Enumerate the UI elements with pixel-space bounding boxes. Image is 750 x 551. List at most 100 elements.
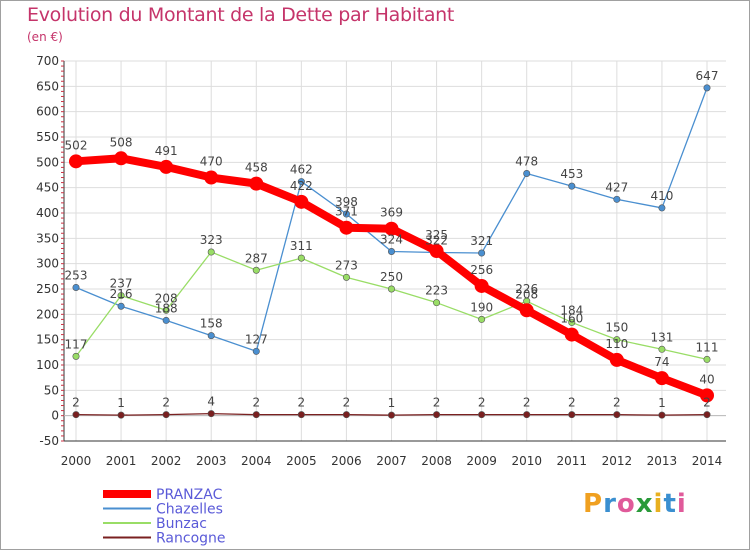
data-point	[568, 182, 576, 190]
data-point	[568, 318, 576, 326]
data-label: 1	[117, 396, 125, 410]
x-tick-label: 2007	[376, 454, 407, 468]
y-tick-label: 550	[36, 130, 59, 144]
data-point	[252, 266, 260, 274]
y-tick-label: 600	[36, 105, 59, 119]
data-label: 462	[290, 163, 313, 177]
data-point	[564, 327, 579, 342]
y-tick-label: 450	[36, 181, 59, 195]
data-point	[294, 194, 309, 209]
logo-letter: t	[663, 489, 677, 519]
x-tick-label: 2003	[196, 454, 227, 468]
y-tick-label: 500	[36, 155, 59, 169]
data-label: 427	[605, 180, 628, 194]
data-label: 470	[200, 155, 223, 169]
data-point	[297, 254, 305, 262]
x-tick-label: 2000	[61, 454, 92, 468]
data-point	[249, 176, 264, 191]
data-point	[72, 352, 80, 360]
data-label: 273	[335, 258, 358, 272]
data-point	[117, 411, 125, 419]
x-tick-label: 2002	[151, 454, 182, 468]
data-point	[339, 220, 354, 235]
y-tick-label: -50	[39, 434, 59, 448]
x-tick-label: 2006	[331, 454, 362, 468]
chart-title: Evolution du Montant de la Dette par Hab…	[27, 4, 455, 26]
y-tick-label: 250	[36, 282, 59, 296]
data-label: 110	[605, 337, 628, 351]
data-point	[69, 154, 83, 169]
data-point	[478, 411, 486, 419]
logo-letter: x	[635, 489, 654, 519]
data-point	[342, 210, 350, 218]
data-point	[433, 299, 441, 307]
data-point	[387, 285, 395, 293]
data-point	[252, 347, 260, 355]
data-point	[342, 273, 350, 281]
legend-label-chazelles: Chazelles	[156, 502, 223, 518]
proxiti-logo: Proxiti	[583, 489, 687, 519]
data-point	[523, 411, 531, 419]
data-label: 2	[298, 396, 306, 410]
data-point	[387, 248, 395, 256]
data-point	[478, 249, 486, 257]
y-tick-label: 150	[36, 333, 59, 347]
data-point	[519, 303, 534, 318]
data-label: 502	[65, 138, 88, 152]
logo-letter: o	[616, 489, 636, 519]
data-label: 647	[696, 69, 719, 83]
data-point	[207, 248, 215, 256]
legend-label-bunzac: Bunzac	[156, 516, 207, 532]
data-point	[703, 411, 711, 419]
x-tick-label: 2009	[466, 454, 497, 468]
data-label: 2	[568, 396, 576, 410]
data-label: 1	[388, 396, 396, 410]
data-label: 491	[155, 144, 178, 158]
data-label: 2	[343, 396, 351, 410]
data-point	[609, 352, 624, 367]
data-point	[523, 169, 531, 177]
data-label: 74	[654, 355, 669, 369]
data-point	[114, 151, 129, 166]
data-point	[387, 411, 395, 419]
data-point	[658, 345, 666, 353]
data-point	[159, 159, 174, 174]
data-label: 322	[425, 234, 448, 248]
data-label: 478	[515, 154, 538, 168]
x-tick-label: 2012	[602, 454, 633, 468]
data-label: 111	[696, 340, 719, 354]
data-point	[117, 302, 125, 310]
data-point	[700, 388, 714, 403]
data-label: 2	[162, 396, 170, 410]
data-label: 321	[470, 234, 493, 248]
data-label: 190	[470, 300, 493, 314]
data-label: 4	[207, 395, 215, 409]
data-label: 253	[65, 268, 88, 282]
data-label: 158	[200, 317, 223, 331]
y-tick-label: 400	[36, 206, 59, 220]
data-label: 2	[252, 396, 260, 410]
legend-label-pranzac: PRANZAC	[156, 487, 223, 503]
data-point	[207, 410, 215, 418]
data-point	[342, 411, 350, 419]
data-point	[568, 411, 576, 419]
data-label: 324	[380, 233, 403, 247]
y-tick-label: 350	[36, 231, 59, 245]
data-point	[162, 411, 170, 419]
data-label: 287	[245, 251, 268, 265]
x-tick-label: 2008	[421, 454, 452, 468]
y-tick-label: 100	[36, 358, 59, 372]
data-point	[658, 411, 666, 419]
data-point	[162, 316, 170, 324]
logo-letter: i	[653, 489, 664, 519]
data-point	[297, 411, 305, 419]
data-label: 250	[380, 270, 403, 284]
data-point	[613, 336, 621, 344]
y-tick-label: 300	[36, 257, 59, 271]
data-point	[162, 306, 170, 314]
data-point	[429, 244, 444, 258]
data-label: 208	[155, 291, 178, 305]
data-label: 184	[560, 303, 583, 317]
data-point	[204, 170, 219, 185]
